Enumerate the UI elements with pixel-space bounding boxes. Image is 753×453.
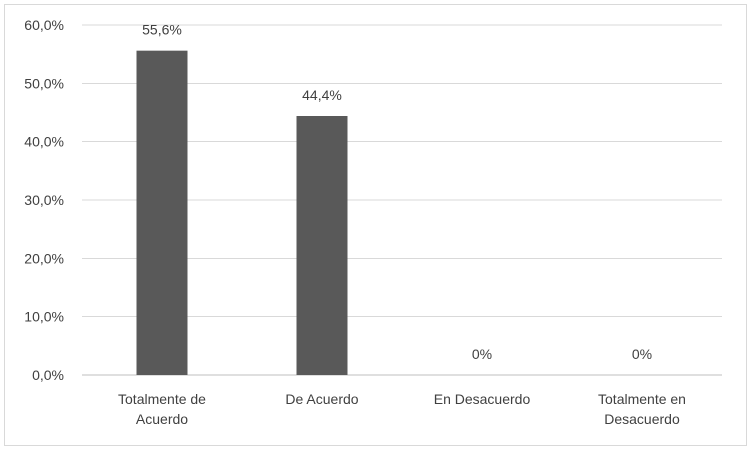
- data-label: 44,4%: [302, 87, 342, 103]
- y-tick-label: 40,0%: [24, 134, 64, 150]
- y-tick-label: 0,0%: [32, 367, 64, 383]
- y-tick-label: 60,0%: [24, 17, 64, 33]
- y-tick-label: 10,0%: [24, 309, 64, 325]
- category-label: De Acuerdo: [285, 391, 358, 407]
- data-label: 55,6%: [142, 22, 182, 38]
- chart-frame: [4, 4, 747, 446]
- y-tick-label: 20,0%: [24, 250, 64, 266]
- category-label: Totalmente en Desacuerdo: [598, 391, 686, 427]
- bar: [136, 50, 188, 376]
- y-tick-label: 30,0%: [24, 192, 64, 208]
- bar: [296, 116, 348, 375]
- data-label: 0%: [472, 346, 492, 362]
- y-tick-label: 50,0%: [24, 75, 64, 91]
- category-label: En Desacuerdo: [434, 391, 531, 407]
- data-label: 0%: [632, 346, 652, 362]
- category-label: Totalmente de Acuerdo: [118, 391, 206, 427]
